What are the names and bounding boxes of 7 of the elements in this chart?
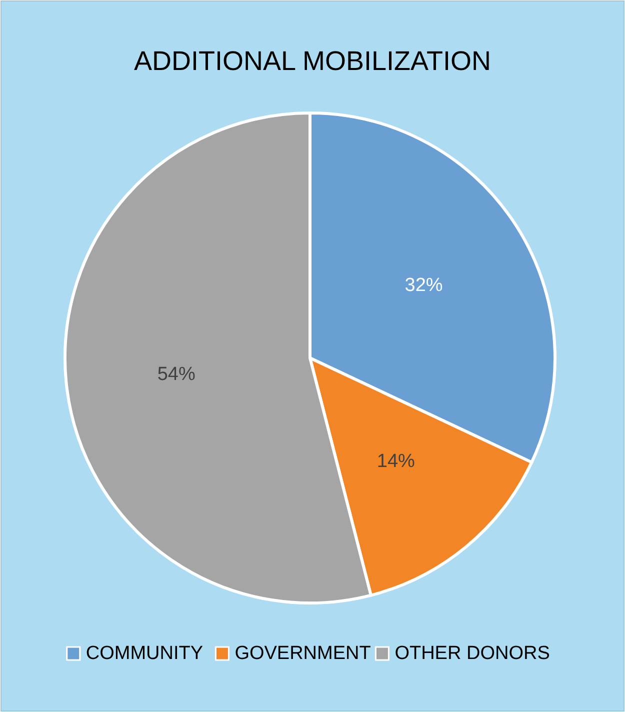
data-label: 14%: [376, 450, 416, 472]
legend-label: COMMUNITY: [86, 643, 204, 664]
legend-label: OTHER DONORS: [394, 643, 550, 664]
data-label: 32%: [404, 274, 443, 296]
data-label: 54%: [157, 364, 196, 385]
legend-label: GOVERNMENT: [234, 643, 372, 664]
chart-title: ADDITIONAL MOBILIZATION: [134, 46, 492, 76]
